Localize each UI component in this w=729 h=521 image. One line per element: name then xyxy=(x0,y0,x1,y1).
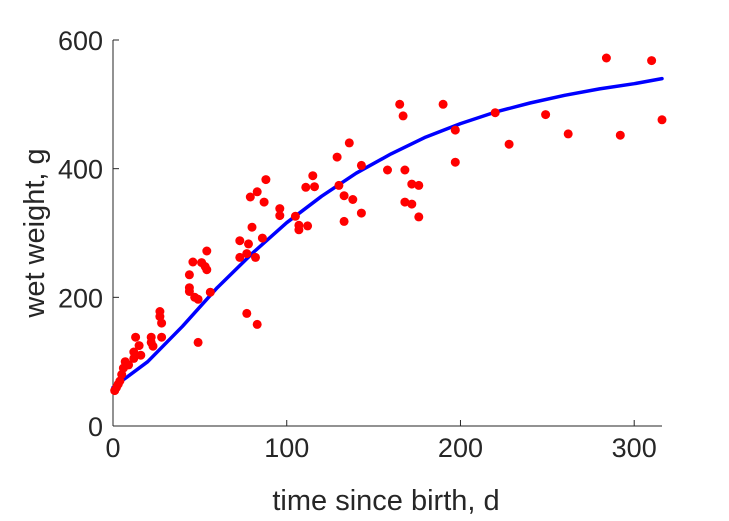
data-point xyxy=(290,211,300,221)
data-point xyxy=(205,287,215,297)
data-point xyxy=(193,337,203,347)
data-point xyxy=(242,308,252,318)
data-point xyxy=(275,204,285,214)
data-point xyxy=(235,236,245,246)
data-point xyxy=(490,108,500,118)
data-point xyxy=(407,199,417,209)
x-tick-label: 300 xyxy=(612,433,657,463)
data-point xyxy=(275,211,285,221)
fit-line-layer xyxy=(111,76,664,390)
data-point xyxy=(251,252,260,262)
data-point xyxy=(188,257,198,267)
y-tick-label: 200 xyxy=(58,283,103,313)
data-point xyxy=(157,318,167,328)
data-point xyxy=(202,265,212,275)
data-point xyxy=(124,360,134,370)
data-point xyxy=(398,111,408,121)
data-point xyxy=(414,180,424,190)
data-point xyxy=(407,179,417,189)
points-layer xyxy=(110,53,667,396)
data-point xyxy=(344,138,354,148)
data-point xyxy=(235,252,245,262)
data-point xyxy=(308,171,318,181)
data-point xyxy=(129,347,139,357)
data-point xyxy=(647,56,657,66)
data-point xyxy=(414,212,424,222)
data-point xyxy=(259,197,269,207)
data-point xyxy=(504,139,514,149)
data-point xyxy=(157,332,167,342)
fit-curve xyxy=(111,76,664,390)
data-point xyxy=(356,160,366,170)
data-point xyxy=(332,152,342,162)
y-tick-label: 0 xyxy=(88,412,103,442)
y-tick-label: 400 xyxy=(58,155,103,185)
data-point xyxy=(303,221,313,231)
data-point xyxy=(301,182,311,192)
data-point xyxy=(400,165,410,175)
x-tick-label: 200 xyxy=(438,433,483,463)
data-point xyxy=(383,165,392,175)
data-point xyxy=(563,129,573,139)
data-point xyxy=(242,249,252,259)
data-point xyxy=(261,175,271,185)
data-point xyxy=(395,99,405,109)
data-point xyxy=(334,180,344,190)
y-axis-label: wet weight, g xyxy=(19,148,51,318)
data-point xyxy=(244,239,253,249)
data-point xyxy=(184,270,194,280)
data-point xyxy=(601,53,611,63)
data-point xyxy=(339,191,349,201)
data-point xyxy=(400,197,410,207)
data-point xyxy=(146,332,156,342)
data-point xyxy=(134,341,144,351)
data-point xyxy=(615,130,625,140)
data-point xyxy=(148,341,158,351)
data-point xyxy=(252,187,262,197)
data-point xyxy=(129,353,139,363)
data-point xyxy=(438,99,448,109)
x-tick-label: 0 xyxy=(105,433,120,463)
data-point xyxy=(356,208,366,218)
data-point xyxy=(136,350,146,360)
x-axis-label: time since birth, d xyxy=(272,485,499,517)
data-point xyxy=(541,110,551,120)
data-point xyxy=(257,233,267,243)
axes: 0 100 200 300 0 200 400 600 xyxy=(58,26,662,463)
data-point xyxy=(184,287,194,296)
data-point xyxy=(450,157,460,167)
data-point xyxy=(348,195,358,204)
data-point xyxy=(450,125,460,135)
data-point xyxy=(247,222,257,232)
data-point xyxy=(245,192,255,202)
x-tick-label: 100 xyxy=(264,433,309,463)
data-point xyxy=(657,115,667,125)
data-point xyxy=(202,246,212,256)
data-point xyxy=(310,182,319,192)
data-point xyxy=(339,216,349,226)
y-tick-label: 600 xyxy=(58,26,103,56)
data-point xyxy=(131,332,141,342)
data-point xyxy=(193,294,203,304)
data-point xyxy=(252,319,262,329)
data-point xyxy=(294,220,304,230)
